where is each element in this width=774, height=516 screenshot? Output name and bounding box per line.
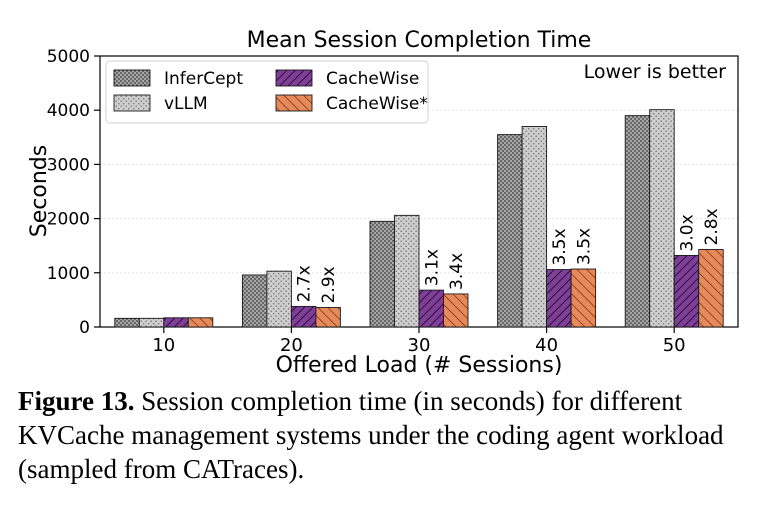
bars <box>114 109 724 328</box>
bar-cachewise-20 <box>290 305 317 328</box>
x-tick-label: 50 <box>663 335 686 356</box>
speedup-label: 3.0x <box>677 214 697 251</box>
y-tick-label: 0 <box>79 318 90 338</box>
y-tick-label: 1000 <box>47 264 90 284</box>
y-tick-label: 5000 <box>47 47 90 67</box>
y-axis-label: Seconds <box>27 145 52 237</box>
bar-cachewise-star-10 <box>187 317 214 328</box>
bar-cachewise-star-30 <box>443 293 469 328</box>
speedup-label: 3.1x <box>422 249 442 286</box>
bar-vllm-20 <box>266 270 292 328</box>
figure-caption: Figure 13. Session completion time (in s… <box>18 384 758 486</box>
bar-infercept-10 <box>114 317 140 328</box>
x-tick-label: 20 <box>280 335 303 356</box>
y-tick-label: 4000 <box>47 101 90 121</box>
bar-cachewise-50 <box>673 255 700 328</box>
legend-box <box>105 60 429 124</box>
bar-labels: 2.7x 2.9x 3.1x 3.4x 3.5x 3.5x 3.0x 2.8x <box>295 208 722 303</box>
legend-label: InferCept <box>164 69 243 89</box>
bar-infercept-40 <box>497 134 523 328</box>
speedup-label: 3.5x <box>574 228 594 265</box>
legend: InferCept vLLM CacheWise CacheWise* <box>105 60 429 124</box>
chart-title: Mean Session Completion Time <box>247 28 592 53</box>
x-axis-label: Offered Load (# Sessions) <box>276 353 563 378</box>
annotation-lower-is-better: Lower is better <box>584 61 727 83</box>
speedup-label: 3.4x <box>447 253 467 290</box>
bar-cachewise-star-50 <box>698 249 724 328</box>
speedup-label: 2.8x <box>702 208 722 245</box>
bar-cachewise-40 <box>546 269 572 328</box>
bar-infercept-50 <box>624 115 651 328</box>
legend-swatch <box>275 94 313 112</box>
bar-vllm-40 <box>521 126 548 328</box>
y-axis-ticks: 0 1000 2000 3000 4000 5000 <box>47 47 100 338</box>
speedup-label: 2.7x <box>295 265 315 302</box>
legend-swatch <box>275 69 313 87</box>
bar-vllm-30 <box>394 214 420 328</box>
x-tick-label: 40 <box>535 335 558 356</box>
legend-swatch <box>113 69 151 87</box>
speedup-label: 2.9x <box>319 266 339 303</box>
bar-vllm-50 <box>649 109 675 328</box>
bar-cachewise-star-40 <box>570 268 597 328</box>
bar-cachewise-10 <box>163 317 189 328</box>
legend-label: vLLM <box>164 94 208 114</box>
bar-vllm-10 <box>138 317 165 328</box>
y-tick-label: 2000 <box>47 210 90 230</box>
legend-swatch <box>113 94 151 112</box>
legend-label: CacheWise* <box>326 94 428 114</box>
speedup-label: 3.5x <box>550 228 570 265</box>
x-axis-ticks: 10 20 30 40 50 <box>152 327 686 356</box>
caption-label: Figure 13. <box>18 386 135 416</box>
caption-text: Session completion time (in seconds) for… <box>18 386 724 484</box>
legend-label: CacheWise <box>326 69 419 89</box>
bar-chart: 0 1000 2000 3000 4000 5000 10 20 30 40 50 2.7x 2.9… <box>27 28 739 378</box>
bar-infercept-20 <box>241 274 268 328</box>
x-tick-label: 10 <box>152 335 175 356</box>
bar-cachewise-star-20 <box>315 307 341 328</box>
bar-cachewise-30 <box>418 289 444 328</box>
x-tick-label: 30 <box>408 335 431 356</box>
y-tick-label: 3000 <box>47 155 90 175</box>
bar-infercept-30 <box>369 220 395 328</box>
